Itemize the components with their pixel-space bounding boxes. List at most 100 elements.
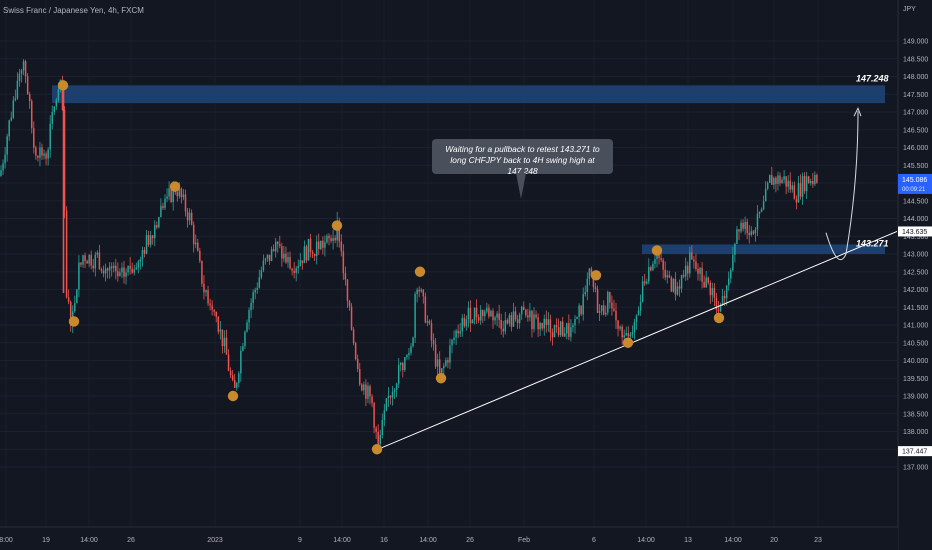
candle-body	[697, 269, 699, 274]
candle-body	[615, 310, 617, 321]
candle-body	[695, 261, 697, 270]
candle-body	[498, 313, 500, 321]
candle-body	[195, 242, 197, 245]
candle-body	[693, 259, 695, 262]
candle-body	[566, 323, 568, 334]
price-tick: 143.000	[903, 252, 928, 259]
candle-body	[582, 294, 584, 315]
candle-body	[266, 254, 269, 259]
candle-body	[510, 315, 513, 327]
price-tick: 143.500	[903, 234, 928, 241]
candle-body	[488, 307, 490, 317]
candle-body	[406, 355, 408, 358]
candle-body	[471, 320, 474, 324]
candle-body	[447, 360, 449, 363]
candle-body	[699, 267, 701, 274]
candle-body	[469, 307, 472, 324]
candle-body	[658, 253, 660, 259]
candle-body	[402, 362, 404, 371]
candle-body	[160, 205, 162, 218]
candle-body	[309, 238, 312, 253]
candle-body	[723, 296, 726, 299]
candle-body	[740, 222, 742, 232]
candle-body	[135, 267, 138, 270]
candle-body	[529, 310, 531, 318]
candle-body	[117, 271, 119, 277]
candle-body	[397, 365, 400, 384]
candle-body	[57, 89, 60, 100]
candle-body	[453, 337, 455, 340]
candle-body	[12, 100, 15, 118]
candle-body	[711, 288, 714, 296]
candle-body	[535, 314, 537, 318]
time-tick: 9	[298, 537, 302, 544]
candle-body	[584, 292, 586, 295]
candle-body	[445, 360, 447, 366]
time-tick: 14:00	[419, 537, 437, 544]
candle-body	[14, 98, 17, 101]
candle-body	[301, 260, 304, 264]
candle-body	[713, 288, 716, 298]
candle-body	[461, 317, 463, 332]
candle-body	[514, 311, 517, 320]
candle-body	[674, 278, 677, 295]
candle-body	[424, 296, 427, 323]
candle-body	[35, 147, 37, 156]
candle-body	[205, 290, 207, 293]
candle-body	[363, 384, 365, 391]
candle-body	[523, 306, 525, 310]
price-tick: 140.500	[903, 340, 928, 347]
candle-body	[418, 289, 420, 292]
candle-body	[527, 315, 529, 318]
candle-body	[16, 80, 19, 99]
candle-body	[141, 250, 144, 260]
candle-body	[33, 128, 35, 148]
candles-layer	[0, 59, 818, 451]
candle-body	[594, 287, 597, 290]
candle-body	[518, 314, 521, 324]
candle-body	[209, 303, 211, 306]
candle-body	[186, 211, 189, 221]
candle-body	[47, 149, 49, 159]
candle-body	[367, 385, 369, 399]
candle-body	[621, 326, 623, 338]
time-tick: 8:00	[0, 537, 13, 544]
candle-body	[203, 283, 205, 293]
candle-body	[305, 246, 308, 261]
candle-body	[254, 290, 256, 293]
candle-body	[525, 309, 527, 316]
candle-body	[490, 310, 492, 317]
candle-body	[31, 101, 33, 129]
candle-body	[55, 99, 58, 107]
price-tick: 141.500	[903, 305, 928, 312]
candle-body	[303, 246, 306, 264]
candle-body	[676, 286, 679, 295]
pivot-marker-swing-high	[590, 270, 602, 281]
candle-body	[684, 265, 687, 277]
price-tick: 146.500	[903, 127, 928, 134]
candle-body	[600, 305, 603, 312]
candle-body	[92, 265, 94, 269]
candle-body	[596, 289, 599, 313]
candle-body	[356, 359, 359, 370]
price-tick: 137.000	[903, 465, 928, 472]
candle-body	[37, 155, 39, 158]
candle-body	[149, 235, 152, 245]
time-axis[interactable]: 8:00 19 14:00 26 2023 9 14:00 16 14:00 26 Feb 6 14:0…	[0, 526, 898, 550]
candle-body	[184, 194, 187, 212]
candle-body	[758, 211, 761, 214]
annotation-callout[interactable]: Waiting for a pullback to retest 143.271…	[432, 139, 613, 176]
price-axis[interactable]: JPY 149.000 148.500 148.000 147.500 147.000 14…	[897, 0, 932, 550]
candle-body	[172, 186, 174, 203]
candle-body	[295, 268, 297, 273]
candle-body	[736, 229, 738, 244]
candle-body	[666, 275, 668, 278]
candle-body	[494, 317, 496, 321]
candle-body	[192, 224, 195, 245]
candle-body	[756, 213, 759, 230]
candle-body	[752, 231, 755, 234]
candle-body	[108, 266, 111, 271]
candle-body	[158, 217, 160, 228]
candle-body	[656, 253, 658, 260]
